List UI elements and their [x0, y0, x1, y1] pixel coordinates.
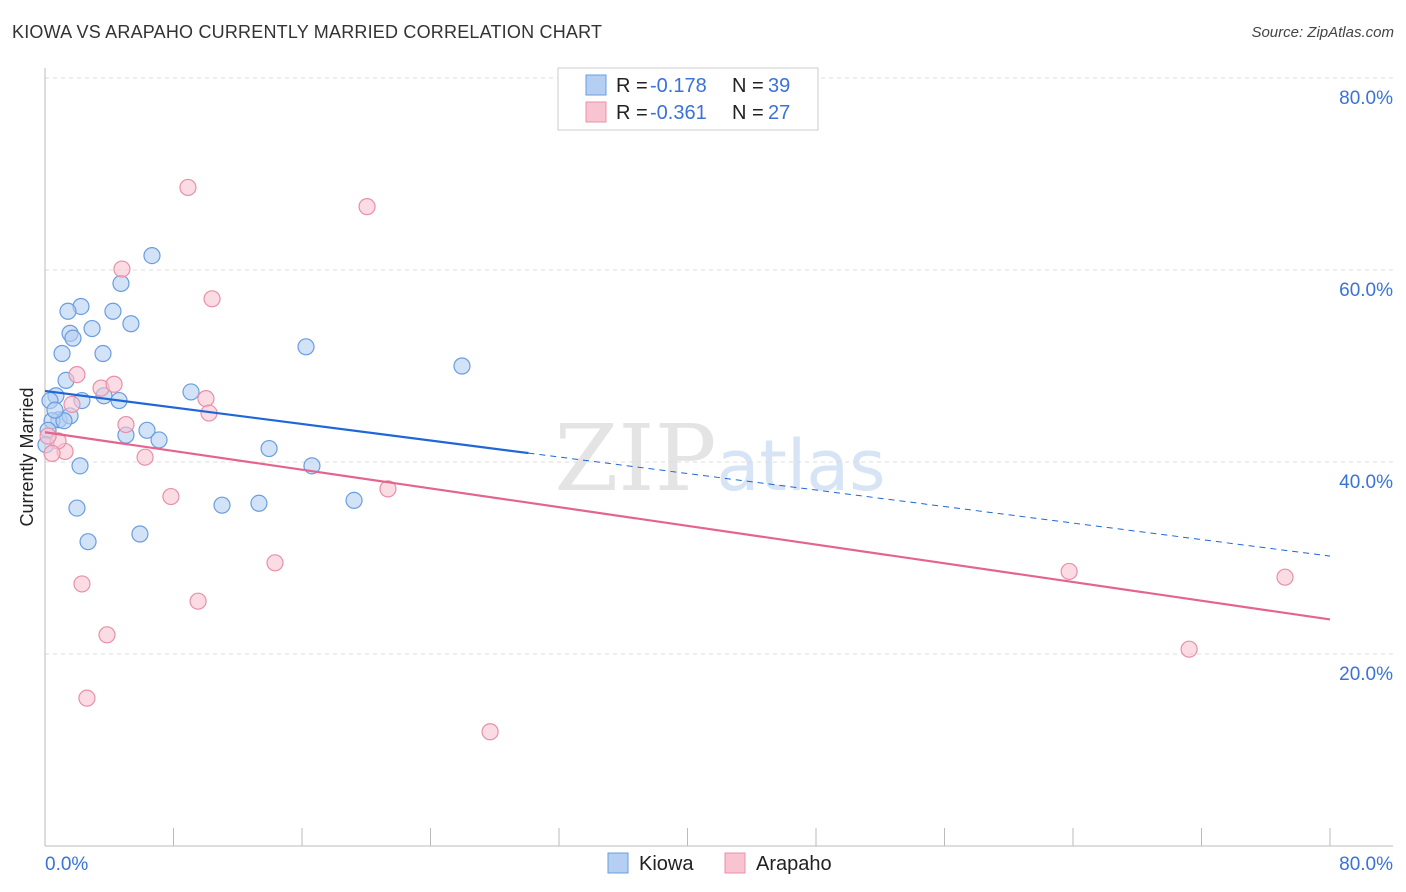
data-point-kiowa	[53, 344, 71, 363]
data-point-arapaho	[78, 689, 96, 707]
legend-n-label: N =	[732, 102, 764, 124]
legend-n-label: N =	[732, 75, 764, 97]
trend-line-arapaho	[44, 431, 1331, 621]
legend-n-value: 27	[768, 102, 790, 124]
bottom-legend-swatch-kiowa	[607, 852, 629, 874]
data-point-kiowa	[143, 247, 161, 265]
watermark: ZIPatlas	[554, 405, 885, 512]
data-point-arapaho	[39, 427, 57, 445]
legend-n-value: 39	[768, 75, 790, 97]
data-point-arapaho	[73, 575, 91, 593]
data-point-arapaho	[379, 480, 397, 498]
data-point-arapaho	[1276, 568, 1294, 586]
data-point-arapaho	[113, 260, 131, 278]
data-point-kiowa	[345, 491, 363, 509]
data-point-kiowa	[453, 357, 471, 375]
data-point-kiowa	[182, 383, 200, 401]
data-point-arapaho	[98, 626, 116, 644]
y-axis-label: Currently Married	[17, 387, 37, 526]
data-point-kiowa	[68, 499, 86, 517]
legend-swatch-arapaho	[585, 101, 607, 123]
data-point-kiowa	[297, 338, 315, 356]
data-point-kiowa	[138, 421, 156, 439]
data-point-arapaho	[203, 290, 221, 308]
legend-swatch-kiowa	[585, 74, 607, 96]
data-point-arapaho	[1180, 640, 1198, 658]
x-tick-label: 0.0%	[45, 854, 88, 875]
data-point-kiowa	[260, 439, 278, 458]
data-point-arapaho	[358, 198, 376, 216]
data-point-arapaho	[1060, 562, 1078, 581]
legend-r-label: R =	[616, 102, 648, 124]
y-tick-label: 40.0%	[1339, 472, 1393, 493]
y-tick-label: 80.0%	[1339, 88, 1393, 109]
data-point-arapaho	[189, 592, 207, 610]
data-point-arapaho	[162, 487, 180, 506]
data-point-kiowa	[79, 533, 97, 551]
data-point-arapaho	[197, 390, 215, 408]
data-point-kiowa	[64, 329, 82, 347]
data-point-arapaho	[266, 554, 284, 572]
trend-line-kiowa	[44, 389, 529, 455]
trend-line-dashed-kiowa	[528, 452, 1331, 557]
data-point-kiowa	[150, 431, 168, 449]
data-point-kiowa	[122, 315, 140, 333]
data-point-arapaho	[105, 375, 123, 393]
bottom-legend-swatch-arapaho	[724, 852, 746, 874]
x-tick-label: 80.0%	[1339, 854, 1393, 875]
data-point-kiowa	[213, 496, 231, 514]
data-point-kiowa	[250, 494, 268, 512]
data-point-arapaho	[43, 444, 61, 462]
legend-r-value: -0.178	[650, 75, 707, 97]
legend-r-label: R =	[616, 75, 648, 97]
data-point-kiowa	[83, 319, 101, 338]
data-point-kiowa	[59, 302, 77, 320]
data-point-arapaho	[136, 448, 154, 466]
legend-r-value: -0.361	[650, 102, 707, 124]
y-tick-label: 20.0%	[1339, 664, 1393, 685]
data-point-arapaho	[68, 366, 86, 384]
data-point-kiowa	[46, 401, 64, 419]
data-point-kiowa	[94, 344, 112, 363]
data-point-arapaho	[63, 395, 81, 413]
data-point-kiowa	[71, 457, 89, 475]
data-point-arapaho	[117, 415, 135, 434]
data-point-kiowa	[112, 274, 130, 293]
chart-title: KIOWA VS ARAPAHO CURRENTLY MARRIED CORRE…	[12, 22, 603, 42]
data-point-kiowa	[104, 302, 122, 320]
y-tick-label: 60.0%	[1339, 280, 1393, 301]
source-label: Source: ZipAtlas.com	[1251, 24, 1394, 41]
data-point-arapaho	[481, 723, 499, 741]
bottom-legend-label: Arapaho	[756, 853, 832, 875]
data-point-arapaho	[179, 178, 197, 197]
bottom-legend-label: Kiowa	[639, 853, 694, 875]
data-point-kiowa	[131, 525, 149, 543]
